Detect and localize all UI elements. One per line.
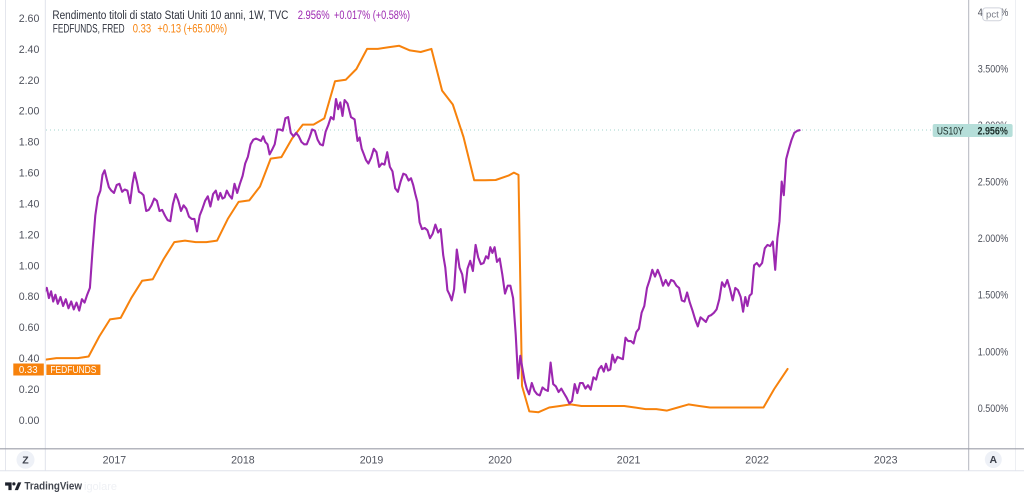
svg-text:1.20: 1.20 [19,229,40,241]
svg-text:2.00: 2.00 [19,106,40,118]
svg-text:1.00: 1.00 [19,260,40,272]
svg-text:0.00: 0.00 [19,415,40,427]
svg-text:TradingView: TradingView [24,481,82,493]
svg-text:FEDFUNDS: FEDFUNDS [50,365,96,376]
svg-text:0.500%: 0.500% [978,403,1009,415]
svg-text:Rendimento titoli di stato Sta: Rendimento titoli di stato Stati Uniti 1… [52,10,288,22]
svg-text:2021: 2021 [617,454,641,466]
svg-text:2.956%: 2.956% [978,125,1008,137]
svg-text:2020: 2020 [488,454,512,466]
svg-text:A: A [990,454,998,466]
svg-text:2.20: 2.20 [19,75,40,87]
svg-text:igolare: igolare [84,481,117,493]
svg-text:1.60: 1.60 [19,168,40,180]
svg-text:1.000%: 1.000% [978,346,1009,358]
svg-text:2022: 2022 [745,454,769,466]
svg-text:US10Y: US10Y [937,125,964,137]
svg-text:2.000%: 2.000% [978,233,1009,245]
svg-text:0.80: 0.80 [19,291,40,303]
svg-text:Z: Z [22,455,29,467]
svg-text:1.500%: 1.500% [978,290,1009,302]
svg-text:+0.13 (+65.00%): +0.13 (+65.00%) [157,24,227,36]
svg-text:2.500%: 2.500% [978,177,1009,189]
svg-text:2.60: 2.60 [19,13,40,25]
svg-text:0.33: 0.33 [133,24,151,36]
svg-text:2.40: 2.40 [19,44,40,56]
svg-text:2019: 2019 [360,454,384,466]
svg-text:0.40: 0.40 [19,353,40,365]
svg-text:FEDFUNDS, FRED: FEDFUNDS, FRED [53,24,125,36]
svg-text:0.60: 0.60 [19,322,40,334]
svg-text:pct: pct [986,10,999,21]
svg-text:2018: 2018 [231,454,255,466]
svg-text:1.40: 1.40 [19,198,40,210]
svg-text:2017: 2017 [103,454,127,466]
svg-text:0.33: 0.33 [19,364,38,376]
svg-text:3.500%: 3.500% [978,64,1009,76]
svg-text:2023: 2023 [874,454,898,466]
svg-text:2.956%: 2.956% [298,10,330,22]
svg-text:1.80: 1.80 [19,137,40,149]
svg-text:+0.017% (+0.58%): +0.017% (+0.58%) [334,10,410,22]
svg-text:0.20: 0.20 [19,384,40,396]
